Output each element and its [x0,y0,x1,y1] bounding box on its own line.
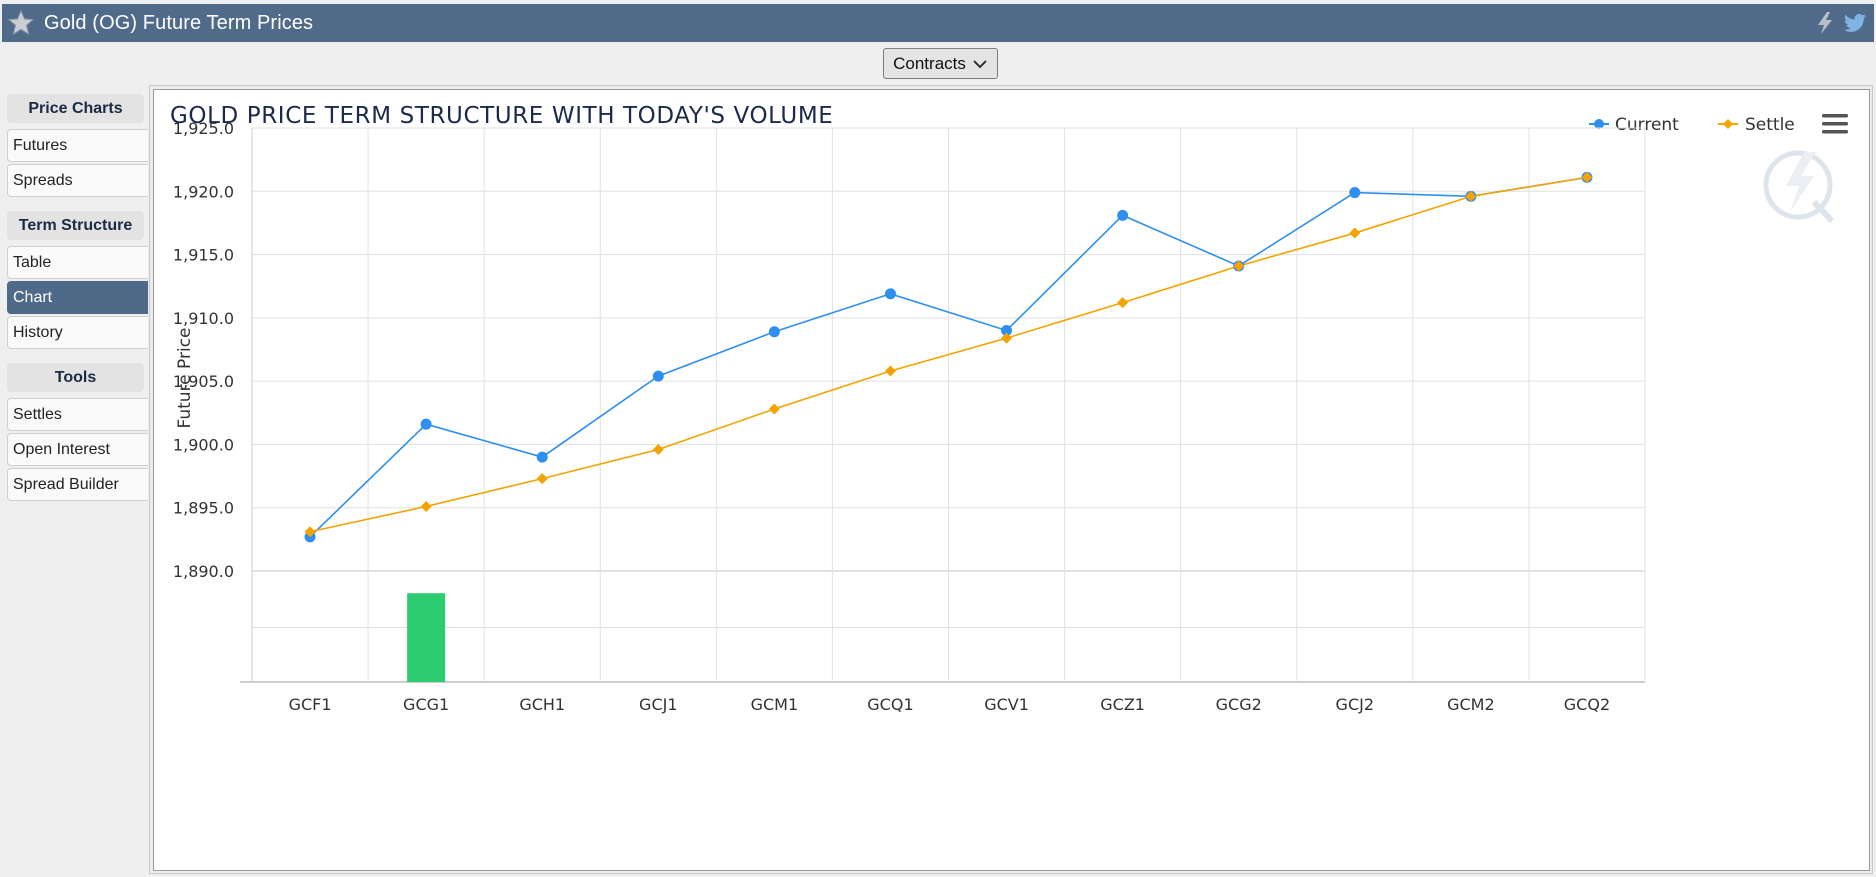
point-settle[interactable] [1117,297,1129,309]
y-tick-label: 1,890.0 [173,562,234,581]
grid [240,127,1646,683]
x-tick-label: GCZ1 [1100,695,1145,714]
legend-item-settle[interactable]: Settle [1718,115,1795,135]
x-tick-label: GCV1 [984,695,1029,714]
x-tick-label: GCQ2 [1564,695,1610,714]
legend-label-settle: Settle [1745,115,1795,135]
point-settle[interactable] [652,443,664,455]
sidebar-heading-price-charts: Price Charts [7,94,144,123]
contracts-dropdown[interactable]: Contracts [883,48,998,79]
page-title: Gold (OG) Future Term Prices [44,11,314,34]
point-settle[interactable] [1233,260,1245,272]
series-line-current [309,176,1588,538]
chevron-down-icon [973,59,987,68]
menu-icon[interactable] [1822,114,1848,134]
y-axis: 1,890.0 1,895.0 1,900.0 1,905.0 1,910.0 1,915… [173,119,234,581]
point-current[interactable] [1117,209,1129,221]
sidebar-item-settles[interactable]: Settles [7,398,148,431]
legend-label-current: Current [1615,115,1679,135]
point-current[interactable] [768,326,780,338]
point-current[interactable] [652,370,664,382]
y-tick-label: 1,920.0 [173,182,234,201]
chart-title: GOLD PRICE TERM STRUCTURE WITH TODAY'S V… [170,103,833,129]
point-current[interactable] [884,288,896,300]
x-tick-label: GCJ2 [1336,695,1374,714]
point-current[interactable] [1001,325,1013,337]
term-structure-chart: GOLD PRICE TERM STRUCTURE WITH TODAY'S V… [170,103,1848,714]
sidebar-item-chart[interactable]: Chart [7,281,148,314]
series-points [304,171,1593,543]
lightning-icon[interactable] [1814,11,1836,35]
point-settle[interactable] [536,473,548,485]
series-line-settle [309,176,1588,533]
x-tick-label: GCG1 [403,695,449,714]
legend-marker-current [1594,119,1604,129]
sidebar-heading-term-structure: Term Structure [7,211,144,240]
point-settle[interactable] [768,403,780,415]
sidebar: Price Charts Futures Spreads Term Struct… [7,94,148,503]
point-settle[interactable] [1465,190,1477,202]
x-tick-label: GCJ1 [639,695,677,714]
star-icon[interactable] [6,8,36,38]
x-tick-label: GCF1 [289,695,332,714]
y-tick-label: 1,905.0 [173,372,234,391]
point-current[interactable] [1349,187,1361,199]
point-settle[interactable] [1581,171,1593,183]
x-tick-label: GCM1 [751,695,799,714]
y-tick-label: 1,900.0 [173,435,234,454]
twitter-icon[interactable] [1842,11,1868,35]
title-bar: Gold (OG) Future Term Prices [2,4,1874,42]
watermark-logo-icon [1763,150,1835,224]
chart-container: GOLD PRICE TERM STRUCTURE WITH TODAY'S V… [153,89,1870,871]
y-axis-title: Future Price [175,327,195,428]
point-settle[interactable] [1001,332,1013,344]
legend: Current Settle [1589,114,1848,135]
y-tick-label: 1,925.0 [173,119,234,138]
sidebar-heading-tools: Tools [7,363,144,392]
y-tick-label: 1,910.0 [173,309,234,328]
sidebar-item-history[interactable]: History [7,316,148,349]
x-tick-label: GCG2 [1216,695,1262,714]
y-tick-label: 1,895.0 [173,499,234,518]
point-current[interactable] [420,418,432,430]
y-tick-label: 1,915.0 [173,246,234,265]
point-settle[interactable] [420,500,432,512]
point-settle[interactable] [1349,227,1361,239]
x-tick-label: GCQ1 [867,695,913,714]
sidebar-item-spreads[interactable]: Spreads [7,164,148,197]
contracts-label: Contracts [893,53,966,73]
series-lines [309,176,1588,538]
point-current[interactable] [536,451,548,463]
point-settle[interactable] [884,365,896,377]
sidebar-item-spread-builder[interactable]: Spread Builder [7,468,148,501]
sidebar-item-table[interactable]: Table [7,246,148,279]
x-tick-label: GCH1 [519,695,565,714]
x-tick-label: GCM2 [1447,695,1495,714]
sidebar-item-futures[interactable]: Futures [7,129,148,162]
sidebar-item-open-interest[interactable]: Open Interest [7,433,148,466]
legend-item-current[interactable]: Current [1589,115,1679,135]
volume-bars [407,593,446,682]
volume-bar[interactable] [407,593,446,682]
x-axis: GCF1 GCG1 GCH1 GCJ1 GCM1 GCQ1 GCV1 GCZ1 GCG2 GCJ2… [289,695,1611,714]
legend-marker-settle [1723,119,1733,129]
point-settle[interactable] [304,526,316,538]
